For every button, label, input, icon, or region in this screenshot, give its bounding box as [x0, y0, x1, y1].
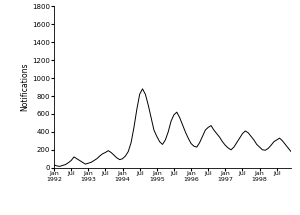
- Y-axis label: Notifications: Notifications: [20, 63, 29, 111]
